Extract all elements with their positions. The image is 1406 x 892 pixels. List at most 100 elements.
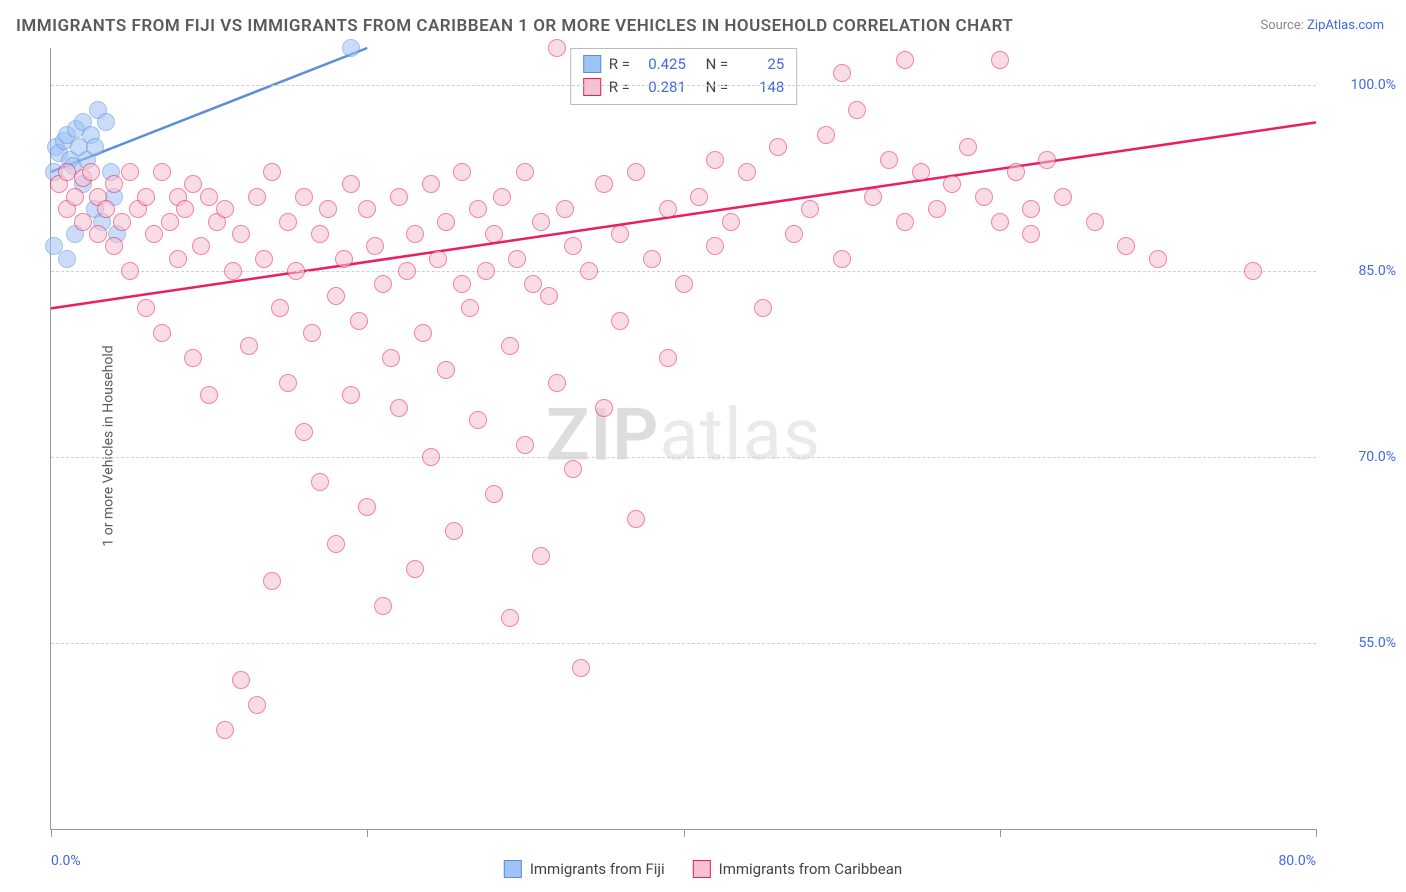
scatter-point-caribbean	[121, 262, 139, 280]
scatter-point-caribbean	[422, 175, 440, 193]
scatter-point-fiji	[86, 138, 104, 156]
scatter-point-caribbean	[358, 498, 376, 516]
scatter-point-caribbean	[335, 250, 353, 268]
scatter-point-caribbean	[184, 175, 202, 193]
scatter-point-caribbean	[358, 200, 376, 218]
scatter-point-caribbean	[113, 213, 131, 231]
n-value-caribbean: 148	[736, 76, 784, 99]
scatter-point-caribbean	[469, 411, 487, 429]
scatter-point-caribbean	[493, 188, 511, 206]
scatter-point-caribbean	[248, 696, 266, 714]
x-tick	[1316, 829, 1317, 837]
scatter-point-caribbean	[991, 213, 1009, 231]
x-tick	[367, 829, 368, 837]
scatter-point-caribbean	[406, 225, 424, 243]
scatter-point-caribbean	[248, 188, 266, 206]
scatter-point-caribbean	[311, 473, 329, 491]
scatter-point-caribbean	[255, 250, 273, 268]
scatter-point-caribbean	[271, 299, 289, 317]
r-value-caribbean: 0.281	[638, 76, 686, 99]
legend-item-fiji: Immigrants from Fiji	[504, 860, 665, 878]
scatter-point-caribbean	[485, 485, 503, 503]
scatter-point-caribbean	[1022, 200, 1040, 218]
scatter-point-caribbean	[627, 510, 645, 528]
scatter-point-caribbean	[738, 163, 756, 181]
scatter-point-caribbean	[1022, 225, 1040, 243]
scatter-point-caribbean	[754, 299, 772, 317]
scatter-point-fiji	[45, 237, 63, 255]
scatter-point-caribbean	[611, 312, 629, 330]
scatter-point-caribbean	[437, 213, 455, 231]
legend-label-fiji: Immigrants from Fiji	[530, 860, 665, 878]
scatter-point-caribbean	[611, 225, 629, 243]
scatter-point-caribbean	[295, 188, 313, 206]
chart-container: IMMIGRANTS FROM FIJI VS IMMIGRANTS FROM …	[0, 0, 1406, 892]
scatter-point-caribbean	[232, 225, 250, 243]
scatter-point-caribbean	[659, 349, 677, 367]
scatter-point-fiji	[342, 39, 360, 57]
r-label: R =	[609, 76, 630, 99]
correlation-stat-box: R = 0.425 N = 25 R = 0.281 N = 148	[570, 48, 798, 105]
scatter-point-caribbean	[216, 721, 234, 739]
scatter-point-fiji	[97, 113, 115, 131]
scatter-point-caribbean	[263, 163, 281, 181]
scatter-point-caribbean	[437, 361, 455, 379]
scatter-point-caribbean	[690, 188, 708, 206]
scatter-point-caribbean	[1244, 262, 1262, 280]
scatter-point-caribbean	[991, 51, 1009, 69]
scatter-point-caribbean	[959, 138, 977, 156]
scatter-point-caribbean	[501, 337, 519, 355]
scatter-point-caribbean	[1054, 188, 1072, 206]
scatter-point-caribbean	[461, 299, 479, 317]
scatter-point-caribbean	[896, 51, 914, 69]
scatter-point-caribbean	[161, 213, 179, 231]
trend-lines-svg	[51, 48, 1316, 829]
legend-swatch-fiji	[504, 860, 522, 878]
scatter-point-caribbean	[66, 188, 84, 206]
scatter-point-caribbean	[200, 386, 218, 404]
scatter-point-caribbean	[429, 250, 447, 268]
scatter-point-caribbean	[311, 225, 329, 243]
gridline-h	[51, 85, 1316, 86]
scatter-point-caribbean	[580, 262, 598, 280]
scatter-point-caribbean	[785, 225, 803, 243]
legend-item-caribbean: Immigrants from Caribbean	[693, 860, 903, 878]
source-label: Source:	[1260, 18, 1307, 33]
scatter-point-caribbean	[390, 399, 408, 417]
scatter-point-caribbean	[382, 349, 400, 367]
scatter-point-caribbean	[82, 163, 100, 181]
scatter-point-caribbean	[1007, 163, 1025, 181]
stat-row-caribbean: R = 0.281 N = 148	[583, 76, 785, 99]
scatter-point-caribbean	[169, 250, 187, 268]
scatter-point-caribbean	[422, 448, 440, 466]
scatter-point-caribbean	[240, 337, 258, 355]
source-attribution: Source: ZipAtlas.com	[1260, 18, 1384, 33]
scatter-point-caribbean	[89, 225, 107, 243]
scatter-point-caribbean	[485, 225, 503, 243]
legend-label-caribbean: Immigrants from Caribbean	[719, 860, 903, 878]
scatter-point-caribbean	[192, 237, 210, 255]
scatter-point-caribbean	[548, 39, 566, 57]
scatter-point-caribbean	[153, 163, 171, 181]
scatter-point-caribbean	[445, 522, 463, 540]
chart-title: IMMIGRANTS FROM FIJI VS IMMIGRANTS FROM …	[16, 16, 1013, 36]
scatter-point-caribbean	[706, 237, 724, 255]
scatter-point-caribbean	[414, 324, 432, 342]
scatter-point-caribbean	[327, 287, 345, 305]
scatter-point-caribbean	[912, 163, 930, 181]
scatter-point-caribbean	[595, 399, 613, 417]
scatter-point-caribbean	[833, 250, 851, 268]
scatter-point-caribbean	[279, 374, 297, 392]
source-link[interactable]: ZipAtlas.com	[1307, 18, 1384, 33]
scatter-point-caribbean	[350, 312, 368, 330]
scatter-point-caribbean	[928, 200, 946, 218]
y-tick-label: 100.0%	[1326, 77, 1396, 93]
scatter-point-caribbean	[390, 188, 408, 206]
r-label: R =	[609, 53, 630, 76]
swatch-caribbean	[583, 78, 601, 96]
scatter-point-caribbean	[706, 151, 724, 169]
scatter-point-caribbean	[848, 101, 866, 119]
scatter-point-caribbean	[548, 374, 566, 392]
y-tick-label: 55.0%	[1326, 635, 1396, 651]
x-tick	[684, 829, 685, 837]
